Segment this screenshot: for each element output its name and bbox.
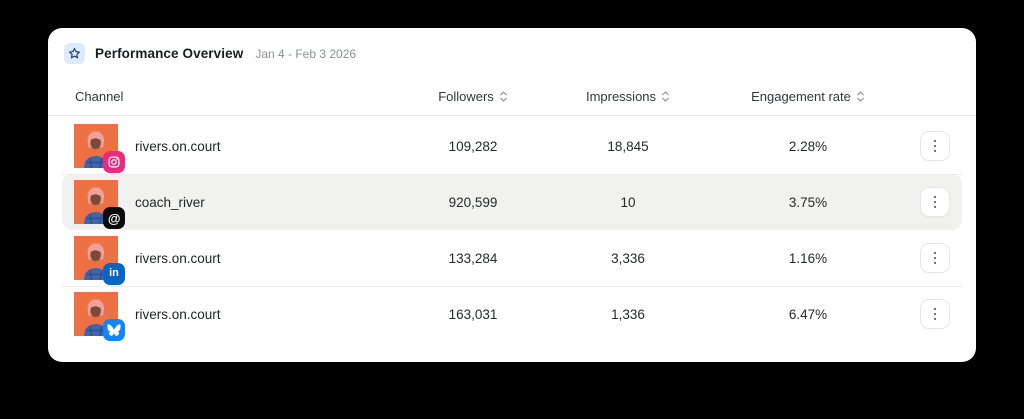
sort-icon <box>661 90 670 103</box>
star-icon[interactable] <box>64 43 85 64</box>
followers-value: 163,031 <box>448 306 498 322</box>
engagement-rate-value: 3.75% <box>788 194 828 210</box>
sort-icon <box>499 90 508 103</box>
impressions-value: 10 <box>620 194 636 210</box>
followers-value: 109,282 <box>448 138 498 154</box>
table-row[interactable]: @ in rivers.on.court 133,284 3,336 1.16% <box>62 230 962 286</box>
threads-icon: @ <box>107 210 121 226</box>
impressions-value: 3,336 <box>611 250 645 266</box>
followers-value: 133,284 <box>448 250 498 266</box>
avatar: @ in <box>74 236 125 285</box>
impressions-value: 1,336 <box>611 306 645 322</box>
linkedin-icon: in <box>109 267 119 279</box>
avatar: @ in <box>74 292 125 341</box>
sort-icon <box>856 90 865 103</box>
engagement-rate-value: 2.28% <box>788 138 828 154</box>
engagement-rate-value: 6.47% <box>788 306 828 322</box>
column-header-engagement-rate[interactable]: Engagement rate <box>708 89 908 104</box>
kebab-menu-button[interactable] <box>920 299 950 329</box>
profile-photo <box>74 180 118 224</box>
page-title: Performance Overview <box>95 46 244 61</box>
actions-cell <box>908 187 962 217</box>
actions-cell <box>908 131 962 161</box>
card-header: Performance Overview Jan 4 - Feb 3 2026 <box>48 28 976 77</box>
followers-value: 920,599 <box>448 194 498 210</box>
performance-overview-card: Performance Overview Jan 4 - Feb 3 2026 … <box>48 28 976 362</box>
avatar: @ in <box>74 180 125 229</box>
channel-cell: @ in rivers.on.court <box>62 124 398 173</box>
actions-cell <box>908 299 962 329</box>
impressions-value: 18,845 <box>607 138 649 154</box>
channel-handle: rivers.on.court <box>135 138 221 154</box>
bluesky-badge: @ in <box>103 319 125 341</box>
avatar: @ in <box>74 124 125 173</box>
channel-handle: coach_river <box>135 194 205 210</box>
channel-cell: @ in rivers.on.court <box>62 292 398 341</box>
channel-handle: rivers.on.court <box>135 306 221 322</box>
channel-cell: @ in coach_river <box>62 180 398 229</box>
date-range: Jan 4 - Feb 3 2026 <box>255 46 357 61</box>
table-body: @ in rivers.on.court 109,282 18,845 2.28… <box>48 116 976 348</box>
table-header: Channel Followers Impressions Engagement… <box>48 77 976 116</box>
table-row[interactable]: @ in rivers.on.court 163,031 1,336 6.47% <box>62 285 962 342</box>
kebab-menu-button[interactable] <box>920 243 950 273</box>
linkedin-badge: @ in <box>103 263 125 285</box>
instagram-icon <box>107 155 121 169</box>
bluesky-icon <box>107 324 121 336</box>
column-header-impressions[interactable]: Impressions <box>548 89 708 104</box>
engagement-rate-value: 1.16% <box>788 250 828 266</box>
kebab-menu-button[interactable] <box>920 131 950 161</box>
profile-photo <box>74 124 118 168</box>
threads-badge: @ in <box>103 207 125 229</box>
column-header-followers[interactable]: Followers <box>398 89 548 104</box>
table-row[interactable]: @ in coach_river 920,599 10 3.75% <box>62 173 962 230</box>
table-row[interactable]: @ in rivers.on.court 109,282 18,845 2.28… <box>62 118 962 174</box>
kebab-menu-button[interactable] <box>920 187 950 217</box>
actions-cell <box>908 243 962 273</box>
column-header-channel: Channel <box>75 88 124 104</box>
channel-cell: @ in rivers.on.court <box>62 236 398 285</box>
channel-handle: rivers.on.court <box>135 250 221 266</box>
instagram-badge: @ in <box>103 151 125 173</box>
